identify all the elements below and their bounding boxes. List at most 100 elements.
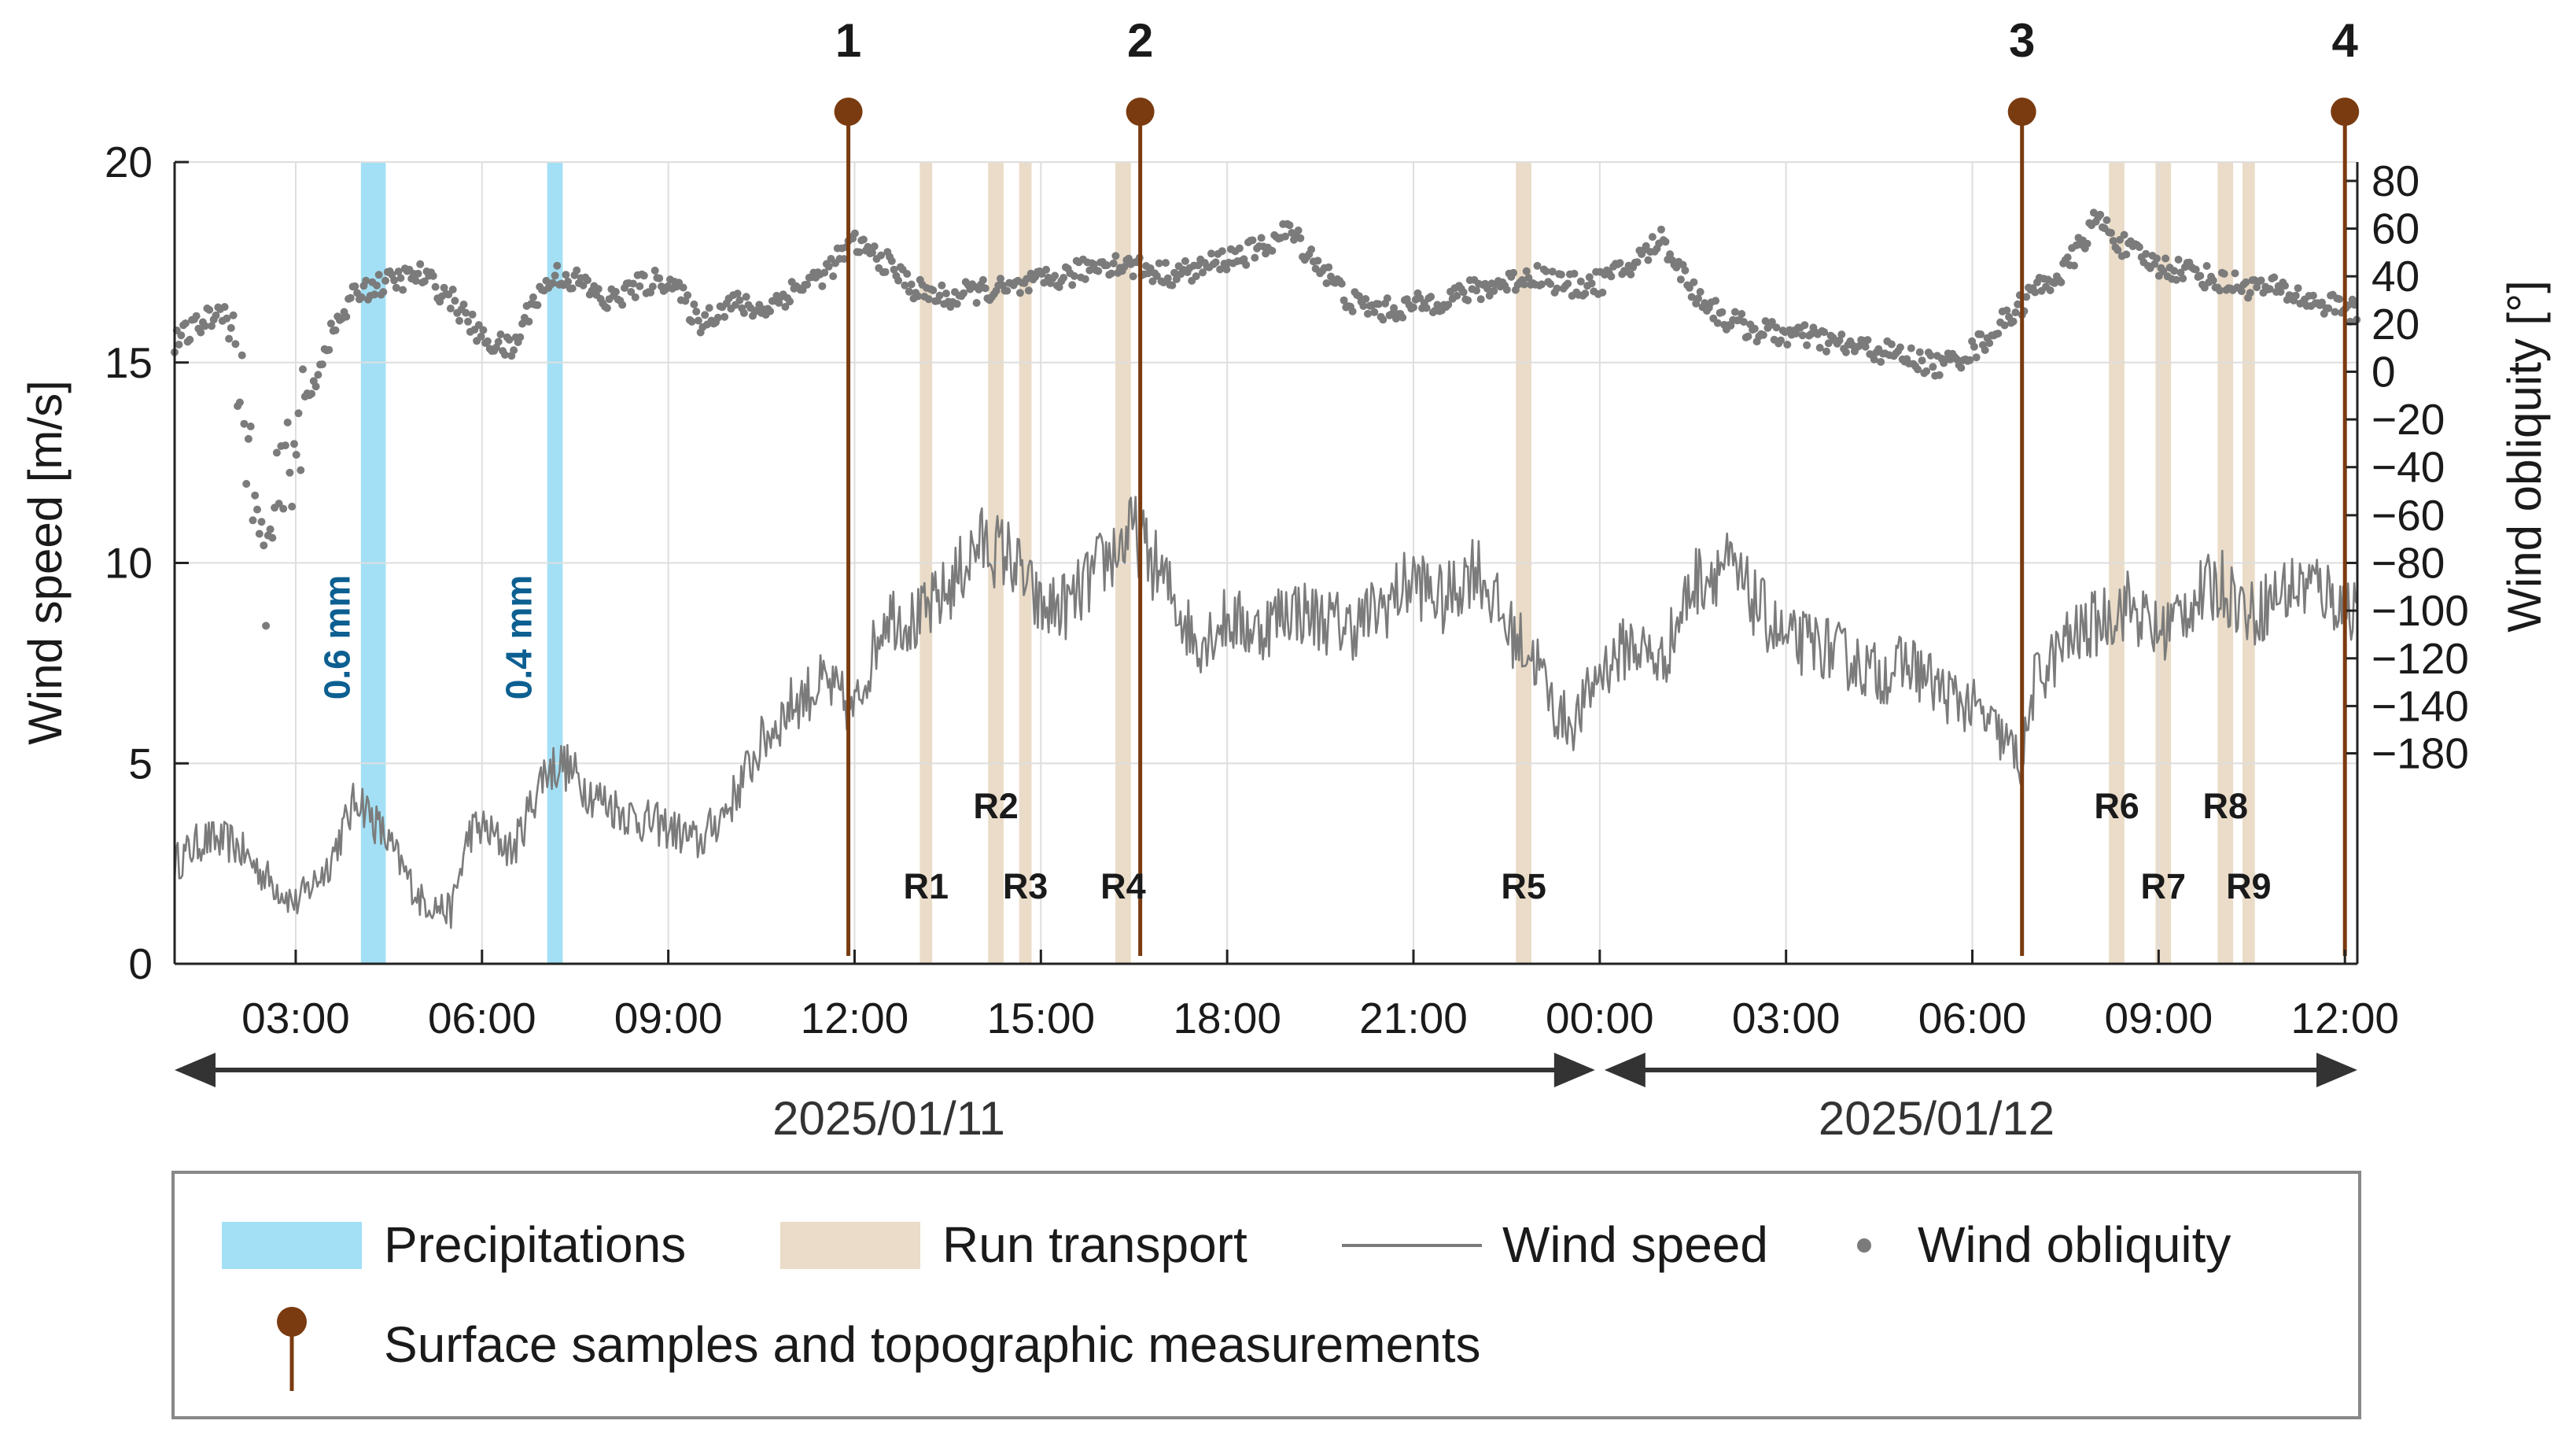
obliquity-dot-5 [181,319,190,327]
obliquity-dot-923 [2176,268,2185,277]
obliquity-dot-785 [1877,358,1885,366]
obliquity-dot-924 [2179,275,2187,282]
obliquity-dot-477 [1207,249,1215,258]
obliquity-dot-211 [629,279,637,288]
obliquity-dot-414 [1070,271,1078,280]
obliquity-dot-131 [455,316,463,325]
run-label-r7: R7 [2141,866,2187,906]
obliquity-dot-631 [1542,267,1550,275]
obliquity-dot-775 [1855,342,1863,350]
obliquity-dot-484 [1222,265,1231,274]
obliquity-dot-649 [1581,290,1590,298]
obliquity-dot-757 [1815,344,1824,352]
obliquity-dot-634 [1548,268,1557,276]
obliquity-dot-372 [978,275,987,284]
obliquity-dot-538 [1340,296,1348,304]
obliquity-dot-160 [518,319,527,328]
obliquity-dot-144 [483,337,492,345]
obliquity-dot-23 [220,303,229,312]
y-right-tick-label-3: 20 [2371,300,2419,349]
run-label-r2: R2 [973,786,1019,826]
sample-label-3: 3 [2009,14,2035,67]
obliquity-dot-951 [2237,287,2246,296]
obliquity-dot-263 [742,293,750,301]
obliquity-dot-907 [2142,249,2150,258]
obliquity-dot-234 [679,283,687,292]
obliquity-dot-871 [2063,253,2072,262]
obliquity-dot-693 [1676,275,1685,284]
obliquity-dot-185 [573,266,581,275]
obliquity-dot-623 [1524,274,1533,282]
y-right-tick-label-10: −120 [2371,634,2469,683]
obliquity-dot-325 [877,251,885,260]
obliquity-dot-431 [1107,269,1115,278]
obliquity-dot-955 [2246,289,2254,297]
obliquity-dot-678 [1644,256,1653,264]
obliquity-dot-380 [997,275,1004,283]
obliquity-dot-452 [1152,271,1161,280]
wind-obliquity-layer [171,208,2361,630]
obliquity-dot-58 [297,466,305,474]
obliquity-dot-48 [275,500,283,508]
obliquity-dot-353 [938,281,946,290]
precip-label-1: 0.4 mm [499,575,540,700]
obliquity-dot-322 [870,242,879,251]
obliquity-dot-283 [786,297,794,306]
x-tick-label-4: 15:00 [986,994,1095,1042]
obliquity-dot-548 [1362,295,1370,303]
obliquity-dot-613 [1502,286,1511,294]
x-tick-label-7: 00:00 [1546,994,1654,1042]
obliquity-dot-803 [1915,348,1924,356]
obliquity-dot-897 [2120,231,2128,239]
obliquity-dot-806 [1922,367,1931,375]
y-tick-label-1: 5 [128,739,153,788]
obliquity-dot-259 [733,290,742,298]
obliquity-dot-25 [225,334,234,343]
obliquity-dot-831 [1977,330,1985,338]
obliquity-dot-14 [201,322,209,330]
obliquity-dot-93 [373,281,381,290]
obliquity-dot-101 [390,276,399,285]
obliquity-dot-278 [775,299,783,307]
obliquity-dot-938 [2209,276,2217,285]
obliquity-dot-556 [1379,315,1388,324]
obliquity-dot-12 [197,328,205,337]
date-label-day2: 2025/01/12 [1819,1092,2055,1145]
obliquity-dot-852 [2022,293,2031,301]
obliquity-dot-81 [346,293,355,302]
obliquity-dot-651 [1585,273,1594,282]
obliquity-dot-842 [2000,321,2009,330]
obliquity-dot-490 [1235,244,1244,253]
date-label-day1: 2025/01/11 [772,1092,1005,1145]
obliquity-dot-149 [494,338,503,346]
obliquity-dot-223 [655,274,664,282]
obliquity-dot-246 [705,304,713,312]
obliquity-dot-57 [294,409,303,418]
obliquity-dot-63 [308,389,316,398]
obliquity-dot-941 [2216,286,2224,295]
obliquity-dot-35 [246,422,255,430]
obliquity-dot-868 [2057,278,2066,286]
obliquity-dot-102 [392,283,400,292]
obliquity-dot-156 [510,346,518,355]
x-tick-label-0: 03:00 [241,994,350,1042]
obliquity-dot-461 [1172,275,1181,283]
obliquity-dot-150 [496,330,505,338]
y-right-tick-label-7: −60 [2371,491,2445,540]
obliquity-dot-718 [1730,308,1739,316]
obliquity-dot-425 [1094,267,1103,275]
obliquity-dot-712 [1718,308,1727,316]
obliquity-dot-984 [2309,291,2317,300]
obliquity-dot-181 [564,277,573,286]
obliquity-dot-456 [1162,259,1170,268]
obliquity-dot-570 [1410,303,1417,312]
obliquity-dot-912 [2153,254,2161,263]
obliquity-dot-135 [464,317,472,326]
obliquity-dot-530 [1322,279,1331,287]
obliquity-dot-497 [1251,253,1259,262]
obliquity-dot-481 [1216,265,1225,274]
obliquity-dot-180 [562,271,570,279]
